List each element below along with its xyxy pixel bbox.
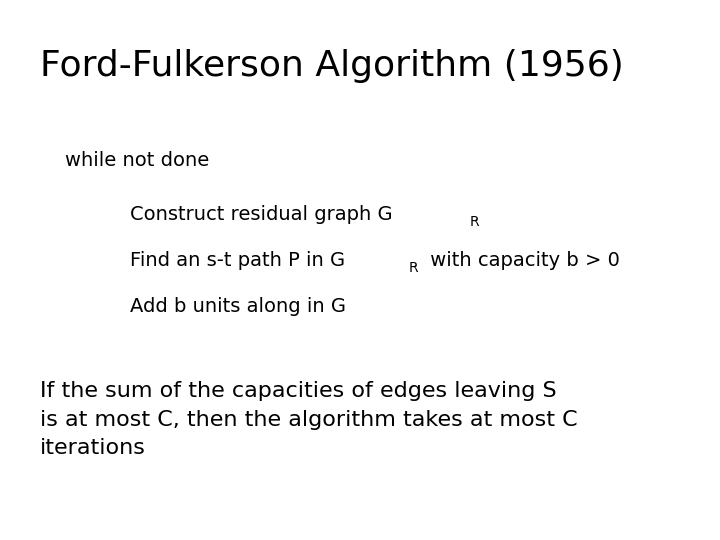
Text: Add b units along in G: Add b units along in G — [130, 297, 346, 316]
Text: R: R — [408, 261, 418, 275]
Text: Construct residual graph G: Construct residual graph G — [130, 205, 392, 224]
Text: Ford-Fulkerson Algorithm (1956): Ford-Fulkerson Algorithm (1956) — [40, 49, 624, 83]
Text: with capacity b > 0: with capacity b > 0 — [425, 251, 621, 270]
Text: If the sum of the capacities of edges leaving S
is at most C, then the algorithm: If the sum of the capacities of edges le… — [40, 381, 577, 458]
Text: while not done: while not done — [65, 151, 209, 170]
Text: Find an s-t path P in G: Find an s-t path P in G — [130, 251, 345, 270]
Text: R: R — [469, 215, 480, 229]
